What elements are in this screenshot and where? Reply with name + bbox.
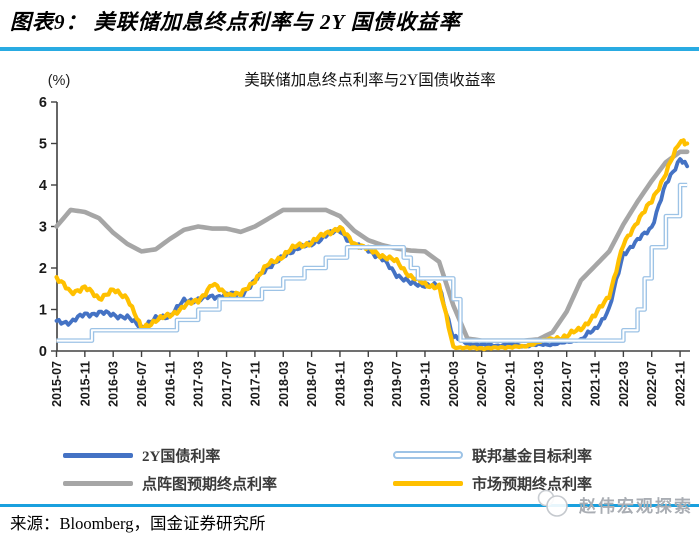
y-axis-tick-label: 2: [39, 261, 47, 277]
legend-label: 市场预期终点利率: [472, 476, 593, 493]
watermark: 赵伟宏观探索: [533, 489, 693, 519]
x-axis-tick-label: 2015-11: [78, 361, 92, 406]
x-axis-tick-label: 2018-11: [333, 361, 347, 406]
y-axis-tick-label: 4: [39, 178, 47, 194]
legend-label: 点阵图预期终点利率: [142, 476, 278, 493]
x-axis-tick-label: 2020-07: [475, 361, 489, 407]
x-axis-tick-label: 2019-07: [390, 361, 404, 407]
x-axis-tick-label: 2022-07: [645, 361, 659, 407]
x-axis-tick-label: 2016-11: [163, 361, 177, 406]
x-axis-tick-label: 2017-03: [192, 361, 206, 407]
x-axis-tick-label: 2018-03: [277, 361, 291, 407]
x-axis-tick-label: 2016-07: [135, 361, 149, 407]
x-axis-tick-label: 2021-11: [589, 361, 603, 406]
header-rule: [0, 47, 699, 51]
y-axis-tick-label: 5: [39, 137, 47, 153]
x-axis-tick-label: 2020-11: [504, 361, 518, 406]
x-axis-tick-label: 2021-03: [532, 361, 546, 407]
y-axis-tick-label: 0: [39, 344, 47, 360]
x-axis-tick-label: 2018-07: [305, 361, 319, 407]
figure-caption: 图表9： 美联储加息终点利率与 2Y 国债收益率: [10, 10, 461, 34]
watermark-logo-icon: [537, 489, 568, 517]
source-note: 来源：Bloomberg，国金证券研究所: [10, 514, 266, 533]
legend-item-dot-plot-terminal: 点阵图预期终点利率: [63, 474, 278, 493]
legend-label: 2Y国债利率: [142, 448, 221, 465]
legend-item-fed-funds-target: 联邦基金目标利率: [393, 446, 593, 465]
y-axis-tick-label: 1: [39, 303, 47, 319]
line-chart: 美联储加息终点利率与2Y国债收益率 (%) 0 1 2 3 4 5 6 2015-07 2015-1…: [39, 71, 690, 407]
line-market-terminal: [54, 138, 690, 352]
x-axis-tick-label: 2019-11: [418, 361, 432, 406]
x-axis-tick-label: 2015-07: [50, 361, 64, 407]
legend-marker-hollow-line: [393, 451, 463, 459]
line-fed-funds-target-core: [56, 184, 688, 342]
y-axis-unit-label: (%): [48, 73, 71, 89]
x-axis-tick-label: 2021-07: [560, 361, 574, 407]
footer-rule: [0, 504, 699, 507]
legend-label: 联邦基金目标利率: [472, 448, 593, 465]
chart-title: 美联储加息终点利率与2Y国债收益率: [244, 71, 495, 89]
legend-marker-line: [63, 480, 133, 486]
line-dot-plot-terminal: [54, 149, 690, 343]
x-axis-tick-label: 2022-03: [617, 361, 631, 407]
x-axis-tick-label: 2019-03: [362, 361, 376, 407]
legend-item-2y-treasury: 2Y国债利率: [63, 446, 221, 465]
x-axis-tick-label: 2017-07: [220, 361, 234, 407]
legend-marker-line: [63, 452, 133, 458]
y-axis-tick-label: 3: [39, 220, 47, 236]
x-axis-tick-label: 2020-03: [447, 361, 461, 407]
legend-marker-line: [393, 480, 463, 486]
legend-item-market-terminal: 市场预期终点利率: [393, 474, 593, 493]
y-axis-tick-label: 6: [39, 95, 47, 111]
x-axis-tick-label: 2017-11: [248, 361, 262, 406]
x-axis-tick-label: 2022-11: [674, 361, 688, 406]
watermark-text: 赵伟宏观探索: [579, 496, 693, 516]
x-axis-tick-label: 2016-03: [107, 361, 121, 407]
